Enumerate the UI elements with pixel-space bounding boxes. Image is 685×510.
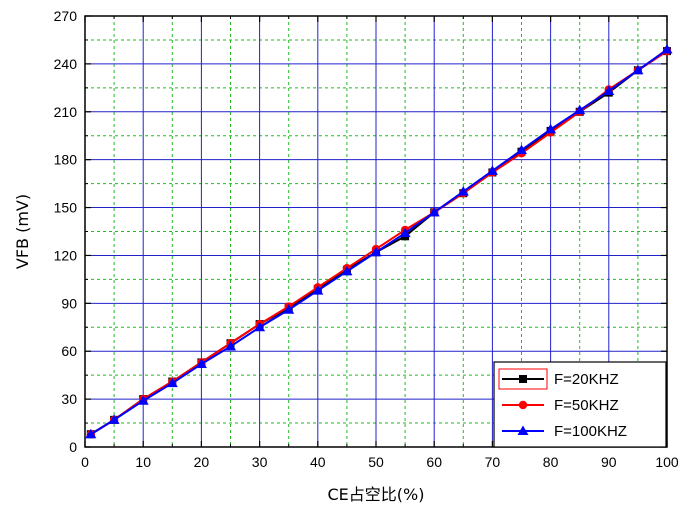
legend-highlight [498, 368, 548, 390]
legend-item: F=20KHZ [498, 368, 619, 390]
x-tick-labels: 0 10 20 30 40 50 60 70 80 90 100 [81, 454, 679, 470]
x-tick-label: 30 [252, 454, 268, 470]
data-point [254, 321, 266, 332]
data-point [312, 285, 324, 295]
x-tick-label: 80 [543, 454, 559, 470]
legend-item: F=100KHZ [502, 423, 627, 440]
legend-label: F=100KHZ [554, 423, 627, 440]
legend-label: F=20KHZ [554, 371, 619, 388]
x-tick-label: 100 [655, 454, 679, 470]
data-point [399, 227, 411, 238]
y-tick-label: 120 [54, 247, 78, 263]
y-tick-label: 30 [61, 391, 77, 407]
y-tick-label: 240 [54, 56, 78, 72]
data-point [457, 186, 469, 196]
data-point [108, 414, 120, 424]
y-axis-title: VFB (mV) [13, 194, 32, 269]
data-point [370, 246, 382, 257]
data-point [661, 44, 673, 54]
data-point [166, 377, 178, 388]
legend: F=20KHZ F=50KHZ F=100KHZ [493, 361, 667, 448]
y-tick-label: 60 [61, 343, 77, 359]
x-tick-label: 60 [426, 454, 442, 470]
data-point [85, 428, 97, 439]
legend-marker [517, 425, 529, 435]
axis-ticks [84, 15, 668, 448]
x-tick-label: 40 [310, 454, 326, 470]
x-tick-label: 50 [368, 454, 384, 470]
legend-marker [518, 400, 528, 410]
series-layer [85, 44, 673, 439]
y-tick-label: 90 [61, 295, 77, 311]
x-tick-label: 90 [601, 454, 617, 470]
data-point [632, 64, 644, 75]
y-tick-labels: 0 30 60 90 120 150 180 210 240 270 [54, 8, 78, 455]
x-tick-label: 10 [135, 454, 151, 470]
y-tick-label: 0 [69, 439, 77, 455]
y-tick-label: 180 [54, 152, 78, 168]
x-axis-title: CE占空比(%) [328, 485, 425, 504]
data-point [283, 304, 295, 314]
data-point [195, 358, 207, 368]
x-tick-label: 0 [81, 454, 89, 470]
data-point [225, 340, 236, 351]
y-tick-label: 150 [54, 200, 78, 216]
x-tick-label: 20 [194, 454, 210, 470]
data-point [137, 395, 149, 405]
data-point [428, 206, 440, 217]
y-tick-label: 210 [54, 104, 78, 120]
series-3 [85, 44, 673, 439]
legend-marker [519, 375, 527, 383]
data-point [545, 123, 557, 134]
x-tick-label: 70 [485, 454, 501, 470]
data-point [341, 265, 353, 276]
y-tick-label: 270 [54, 8, 78, 24]
data-point [603, 85, 615, 96]
legend-label: F=50KHZ [554, 397, 619, 414]
data-point [574, 104, 586, 115]
data-point [516, 144, 527, 155]
legend-item: F=50KHZ [502, 397, 619, 414]
data-point [486, 165, 498, 175]
